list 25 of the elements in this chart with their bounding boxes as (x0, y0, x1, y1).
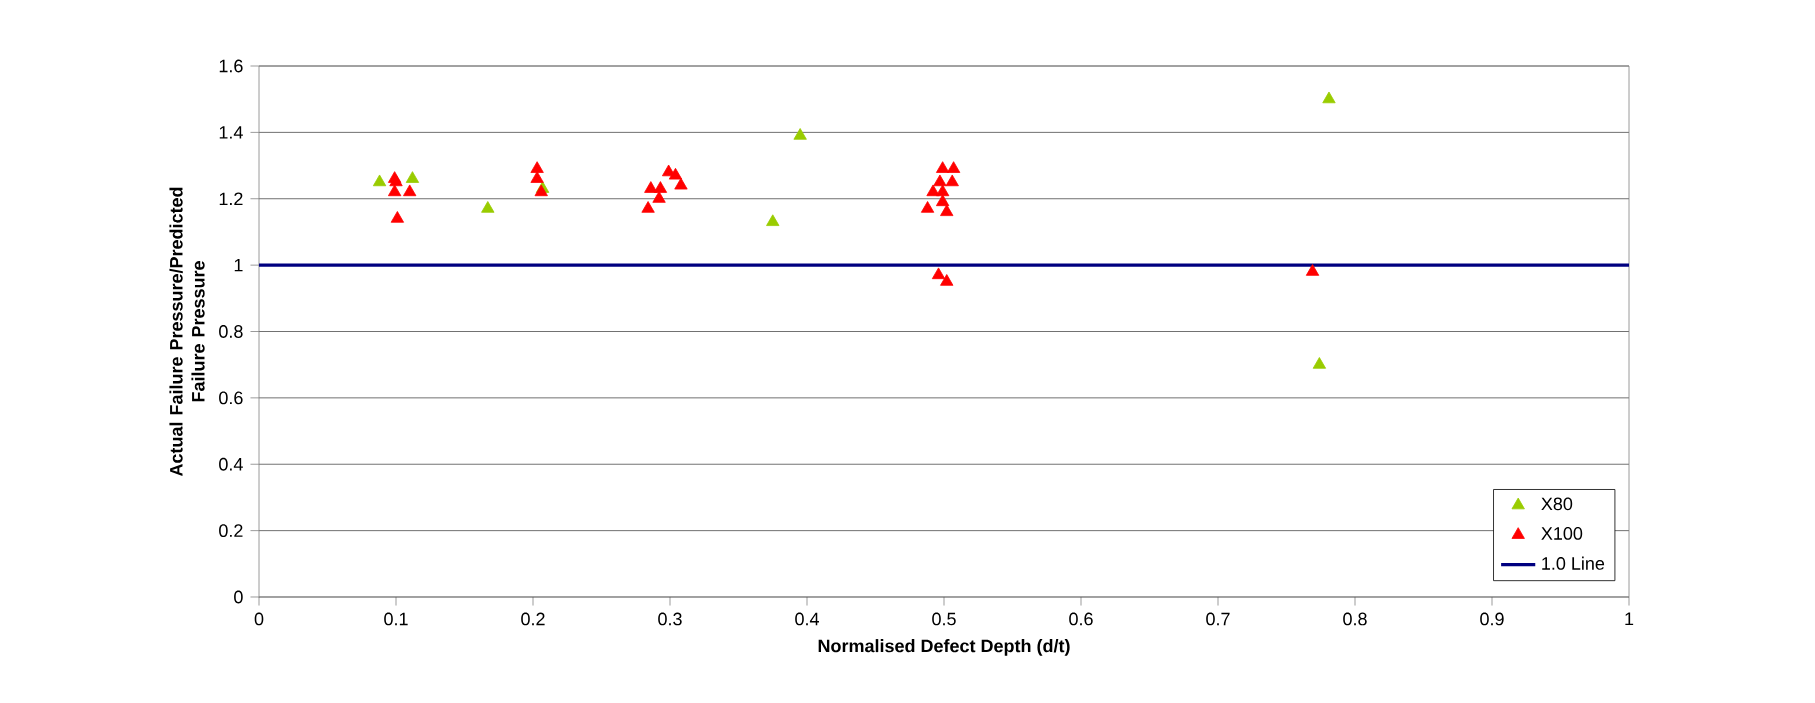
x-tick-label: 0.4 (795, 612, 819, 626)
y-axis-title: Actual Failure Pressure/Predicted Failure Pressure (169, 187, 205, 477)
y-tick-label: 1.4 (219, 126, 243, 139)
y-tick-label: 1.2 (219, 192, 243, 206)
y-tick-label: 0.6 (219, 391, 243, 405)
x-tick-label: 0.5 (932, 612, 956, 626)
y-tick-label: 1 (234, 258, 243, 272)
x-tick-label: 0.1 (384, 612, 408, 626)
y-tick-label: 0.8 (219, 325, 243, 338)
legend-label: 1.0 Line (1542, 556, 1605, 570)
x-tick-label: 0 (254, 612, 264, 626)
x-tick-label: 0.7 (1206, 612, 1230, 626)
x-tick-label: 0.6 (1069, 612, 1093, 626)
y-tick-label: 0.2 (219, 524, 243, 538)
x-tick-label: 0.9 (1480, 612, 1504, 626)
x-tick-label: 0.3 (658, 612, 682, 626)
x-axis-title: Normalised Defect Depth (d/t) (818, 639, 1070, 656)
legend-label: X100 (1541, 527, 1583, 540)
x-tick-label: 0.8 (1343, 612, 1367, 626)
y-tick-label: 1.6 (219, 59, 243, 73)
x-tick-label: 0.2 (521, 612, 545, 626)
y-tick-label: 0.4 (219, 457, 243, 471)
y-tick-label: 0 (234, 590, 243, 604)
x-tick-label: 1 (1625, 612, 1634, 625)
legend-label: X80 (1541, 497, 1573, 511)
